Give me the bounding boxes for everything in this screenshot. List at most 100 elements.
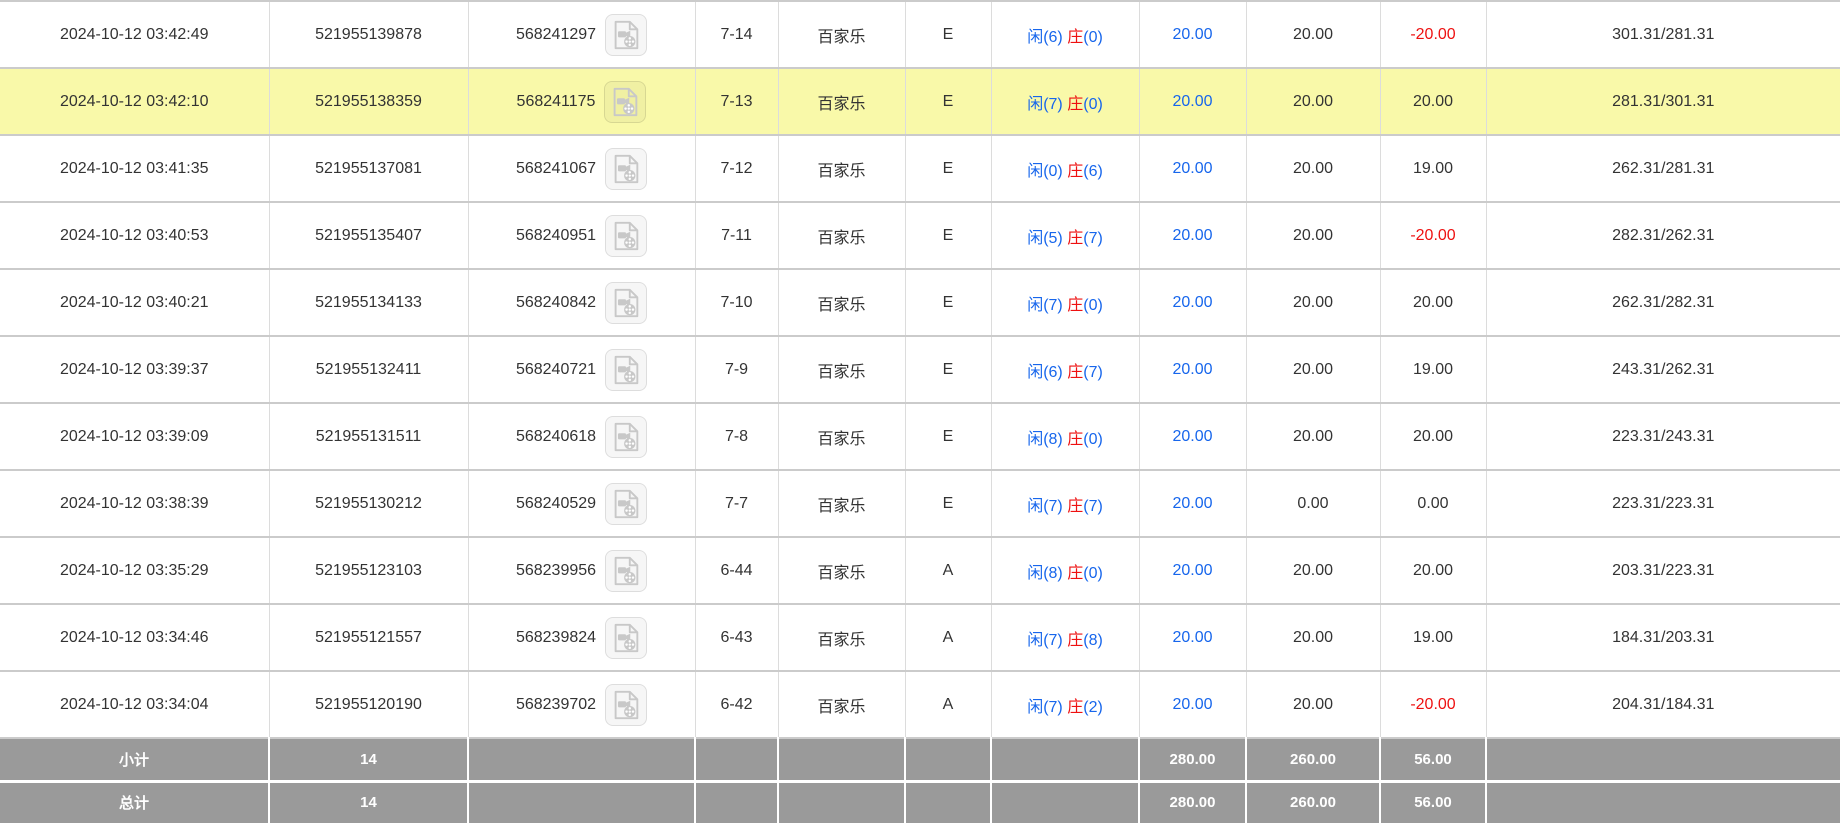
film-document-icon [614,422,639,451]
cell-win-loss: 19.00 [1380,135,1487,202]
cell-win-loss: 0.00 [1380,470,1487,537]
video-replay-button[interactable] [604,80,647,123]
cell-game-name: 百家乐 [778,202,906,269]
cell-game-name: 百家乐 [778,1,906,68]
table-row[interactable]: 2024-10-12 03:42:10 521955138359 5682411… [0,68,1840,135]
cell-result: 闲(8) 庄(0) [991,537,1140,604]
film-document-icon [614,154,639,183]
cell-balance: 262.31/281.31 [1612,159,1715,177]
cell-result: 闲(0) 庄(6) [991,135,1140,202]
result-banker-score: (7) [1083,497,1103,515]
table-row[interactable]: 2024-10-12 03:39:37 521955132411 5682407… [0,336,1840,403]
cell-win-loss: -20.00 [1380,202,1487,269]
table-row[interactable]: 2024-10-12 03:40:21 521955134133 5682408… [0,269,1840,336]
video-replay-button[interactable] [605,683,648,726]
video-replay-button[interactable] [605,549,648,592]
film-document-icon [614,288,639,317]
result-banker-score: (0) [1083,430,1103,448]
result-banker-label: 庄 [1067,497,1084,515]
cell-game-name: 百家乐 [778,671,906,738]
cell-result: 闲(5) 庄(7) [991,202,1140,269]
cell-bet-amount[interactable]: 20.00 [1139,1,1247,68]
video-replay-button[interactable] [605,415,648,458]
cell-table-code: E [905,403,992,470]
table-row[interactable]: 2024-10-12 03:41:35 521955137081 5682410… [0,135,1840,202]
video-replay-button[interactable] [605,214,648,257]
cell-bet-amount[interactable]: 20.00 [1139,537,1247,604]
cell-bet-time: 2024-10-12 03:38:39 [0,470,270,537]
table-row[interactable]: 2024-10-12 03:42:49 521955139878 5682412… [0,1,1840,68]
video-replay-button[interactable] [605,616,648,659]
cell-bet-time: 2024-10-12 03:40:53 [0,202,270,269]
cell-balance: 203.31/223.31 [1612,561,1715,579]
cell-serial-number: 521955134133 [269,269,469,336]
result-banker-score: (0) [1083,28,1103,46]
cell-balance: 282.31/262.31 [1612,226,1715,244]
cell-serial-number: 521955121557 [269,604,469,671]
table-row[interactable]: 2024-10-12 03:40:53 521955135407 5682409… [0,202,1840,269]
result-player-score: 闲(7) [1027,95,1063,113]
cell-bet-amount[interactable]: 20.00 [1139,671,1247,738]
cell-game-id: 568239824 [468,604,696,671]
video-replay-button[interactable] [605,482,648,525]
table-row[interactable]: 2024-10-12 03:34:04 521955120190 5682397… [0,671,1840,738]
film-document-icon [614,87,638,116]
result-player-score: 闲(5) [1027,229,1063,247]
cell-win-loss: 20.00 [1380,537,1487,604]
cell-serial-number: 521955135407 [269,202,469,269]
result-banker-score: (0) [1083,296,1103,314]
result-banker-label: 庄 [1067,363,1084,381]
game-id-text: 568240842 [515,293,597,311]
table-row[interactable]: 2024-10-12 03:34:46 521955121557 5682398… [0,604,1840,671]
table-row[interactable]: 2024-10-12 03:38:39 521955130212 5682405… [0,470,1840,537]
table-row[interactable]: 2024-10-12 03:35:29 521955123103 5682399… [0,537,1840,604]
result-banker-label: 庄 [1067,564,1084,582]
cell-serial-number: 521955138359 [269,68,469,135]
video-replay-button[interactable] [605,281,648,324]
game-id-text: 568239956 [515,561,597,579]
video-replay-button[interactable] [605,13,648,56]
film-document-icon [614,489,639,518]
video-replay-button[interactable] [605,348,648,391]
summary-count: 14 [269,781,469,824]
cell-bet-time: 2024-10-12 03:40:21 [0,269,270,336]
cell-bet-amount[interactable]: 20.00 [1139,68,1247,135]
cell-table-code: E [905,336,992,403]
cell-balance: 281.31/301.31 [1612,92,1715,110]
summary-bet-total: 280.00 [1139,738,1247,781]
cell-valid-bet: 20.00 [1246,135,1381,202]
cell-game-id: 568240529 [468,470,696,537]
cell-game-id: 568240721 [468,336,696,403]
cell-round: 7-8 [695,403,779,470]
result-banker-score: (8) [1083,631,1103,649]
result-banker-score: (6) [1083,162,1103,180]
cell-table-code: E [905,1,992,68]
cell-round: 6-44 [695,537,779,604]
summary-count: 14 [269,738,469,781]
cell-bet-amount[interactable]: 20.00 [1139,202,1247,269]
cell-game-name: 百家乐 [778,470,906,537]
cell-table-code: E [905,470,992,537]
cell-game-id: 568240842 [468,269,696,336]
cell-round: 7-7 [695,470,779,537]
cell-bet-time: 2024-10-12 03:39:09 [0,403,270,470]
cell-table-code: E [905,135,992,202]
cell-valid-bet: 20.00 [1246,336,1381,403]
cell-win-loss: 20.00 [1380,68,1487,135]
cell-bet-amount[interactable]: 20.00 [1139,269,1247,336]
result-player-score: 闲(7) [1027,631,1063,649]
film-document-icon [614,221,639,250]
cell-bet-amount[interactable]: 20.00 [1139,470,1247,537]
table-row[interactable]: 2024-10-12 03:39:09 521955131511 5682406… [0,403,1840,470]
cell-bet-amount[interactable]: 20.00 [1139,403,1247,470]
cell-game-id: 568241067 [468,135,696,202]
summary-label: 小计 [0,738,270,781]
video-replay-button[interactable] [605,147,648,190]
cell-bet-amount[interactable]: 20.00 [1139,135,1247,202]
cell-valid-bet: 20.00 [1246,537,1381,604]
cell-balance: 262.31/282.31 [1612,293,1715,311]
cell-bet-amount[interactable]: 20.00 [1139,336,1247,403]
cell-serial-number: 521955120190 [269,671,469,738]
cell-bet-amount[interactable]: 20.00 [1139,604,1247,671]
